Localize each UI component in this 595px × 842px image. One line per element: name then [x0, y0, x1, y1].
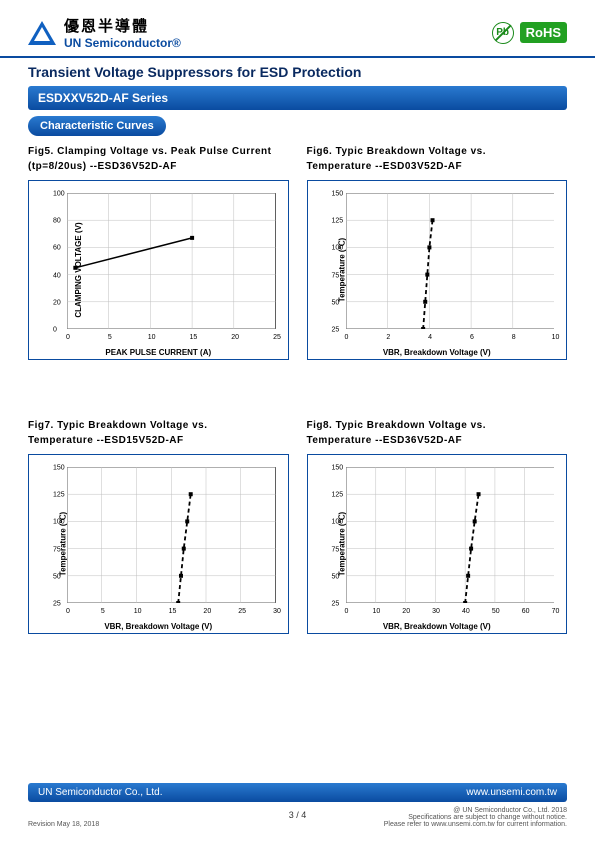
footer-bar: UN Semiconductor Co., Ltd. www.unsemi.co…: [28, 783, 567, 802]
chart-fig8: Fig8. Typic Breakdown Voltage vs. Temper…: [307, 418, 568, 634]
chart-fig5: Fig5. Clamping Voltage vs. Peak Pulse Cu…: [28, 144, 289, 360]
chart-fig7: Fig7. Typic Breakdown Voltage vs. Temper…: [28, 418, 289, 634]
chart-title: Fig8. Typic Breakdown Voltage vs. Temper…: [307, 418, 568, 448]
logo-text: 優恩半導體 UN Semiconductor®: [64, 15, 181, 50]
chart-box: Temperature (℃) VBR, Breakdown Voltage (…: [28, 454, 289, 634]
plot-area: [346, 193, 555, 329]
charts-grid: Fig5. Clamping Voltage vs. Peak Pulse Cu…: [0, 144, 595, 634]
x-axis-label: VBR, Breakdown Voltage (V): [104, 622, 212, 631]
section-heading: Characteristic Curves: [28, 116, 166, 136]
footer-notes: @ UN Semiconductor Co., Ltd. 2018 Specif…: [384, 807, 567, 828]
chart-title: Fig6. Typic Breakdown Voltage vs. Temper…: [307, 144, 568, 174]
plot-area: [346, 467, 555, 603]
x-axis-label: VBR, Breakdown Voltage (V): [383, 622, 491, 631]
chart-title: Fig5. Clamping Voltage vs. Peak Pulse Cu…: [28, 144, 289, 174]
x-axis-label: VBR, Breakdown Voltage (V): [383, 348, 491, 357]
x-axis-label: PEAK PULSE CURRENT (A): [105, 348, 211, 357]
footer-url: www.unsemi.com.tw: [466, 787, 557, 798]
chart-box: CLAMPING VOLTAGE (V) PEAK PULSE CURRENT …: [28, 180, 289, 360]
compliance-badges: Pb RoHS: [492, 22, 567, 44]
chart-box: Temperature (℃) VBR, Breakdown Voltage (…: [307, 180, 568, 360]
document-title: Transient Voltage Suppressors for ESD Pr…: [0, 58, 595, 82]
chart-box: Temperature (℃) VBR, Breakdown Voltage (…: [307, 454, 568, 634]
company-logo-block: 優恩半導體 UN Semiconductor®: [28, 15, 181, 50]
revision-date: Revision May 18, 2018: [28, 821, 99, 828]
chart-fig6: Fig6. Typic Breakdown Voltage vs. Temper…: [307, 144, 568, 360]
footer-fine-print: Revision May 18, 2018 @ UN Semiconductor…: [28, 807, 567, 828]
page-header: 優恩半導體 UN Semiconductor® Pb RoHS: [0, 0, 595, 58]
series-banner: ESDXXV52D-AF Series: [28, 86, 567, 110]
footer-company: UN Semiconductor Co., Ltd.: [38, 787, 163, 798]
pb-free-icon: Pb: [492, 22, 514, 44]
rohs-badge: RoHS: [520, 22, 567, 43]
plot-area: [67, 193, 276, 329]
plot-area: [67, 467, 276, 603]
chart-title: Fig7. Typic Breakdown Voltage vs. Temper…: [28, 418, 289, 448]
company-name-cn: 優恩半導體: [64, 15, 181, 36]
logo-triangle-icon: [28, 21, 56, 45]
company-name-en: UN Semiconductor®: [64, 36, 181, 50]
